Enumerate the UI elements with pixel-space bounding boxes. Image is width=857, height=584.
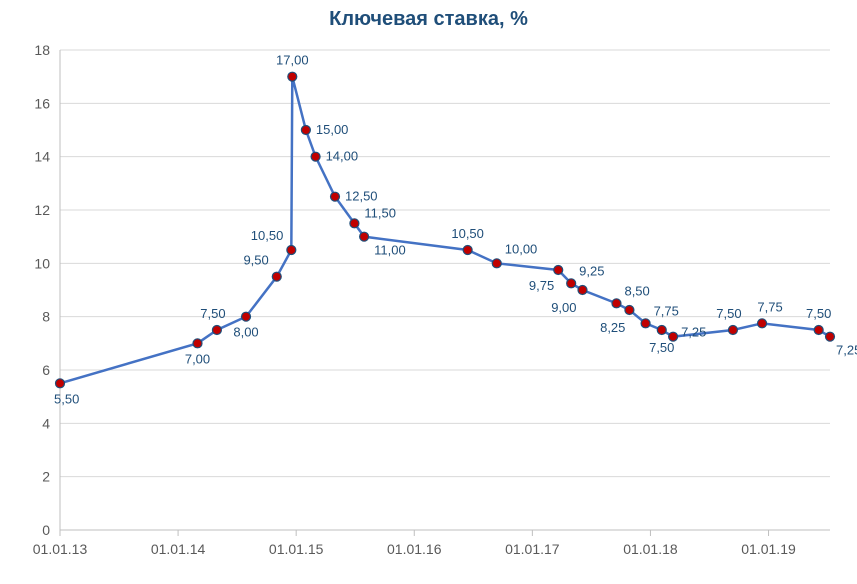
data-label: 7,50: [200, 306, 225, 321]
data-marker: [301, 126, 310, 135]
y-tick-label: 2: [42, 469, 50, 485]
data-marker: [288, 72, 297, 81]
data-label: 11,50: [364, 205, 396, 220]
x-tick-label: 01.01.17: [505, 541, 560, 557]
data-label: 7,25: [836, 343, 857, 358]
data-label: 8,50: [624, 283, 649, 298]
line-series: [60, 77, 830, 384]
data-label: 11,00: [374, 243, 406, 258]
data-marker: [56, 379, 65, 388]
data-label: 5,50: [54, 391, 79, 406]
data-label: 10,00: [505, 241, 538, 256]
data-marker: [641, 319, 650, 328]
data-marker: [758, 319, 767, 328]
data-marker: [331, 192, 340, 201]
y-tick-label: 0: [42, 522, 50, 538]
data-label: 9,50: [243, 253, 268, 268]
data-marker: [814, 326, 823, 335]
data-label: 8,25: [600, 320, 625, 335]
data-label: 7,25: [681, 325, 706, 340]
data-marker: [728, 326, 737, 335]
data-label: 17,00: [276, 53, 309, 68]
data-marker: [612, 299, 621, 308]
data-marker: [212, 326, 221, 335]
x-tick-label: 01.01.13: [33, 541, 88, 557]
data-label: 7,00: [185, 351, 210, 366]
y-tick-label: 16: [34, 95, 50, 111]
data-label: 9,00: [551, 300, 576, 315]
data-label: 7,50: [649, 340, 674, 355]
data-label: 7,50: [806, 306, 831, 321]
data-marker: [463, 246, 472, 255]
data-marker: [826, 332, 835, 341]
x-tick-label: 01.01.19: [741, 541, 796, 557]
data-marker: [350, 219, 359, 228]
data-label: 10,50: [251, 228, 284, 243]
data-marker: [311, 152, 320, 161]
x-tick-label: 01.01.16: [387, 541, 442, 557]
y-tick-label: 14: [34, 149, 50, 165]
data-marker: [492, 259, 501, 268]
data-marker: [242, 312, 251, 321]
data-marker: [567, 279, 576, 288]
data-label: 7,75: [757, 299, 782, 314]
data-marker: [669, 332, 678, 341]
chart-container: Ключевая ставка, % 02468101214161801.01.…: [0, 0, 857, 584]
data-marker: [360, 232, 369, 241]
data-label: 15,00: [316, 122, 349, 137]
data-marker: [272, 272, 281, 281]
y-tick-label: 10: [34, 255, 50, 271]
data-marker: [625, 306, 634, 315]
data-label: 9,75: [529, 278, 554, 293]
chart-svg: 0 2 4 6 8 10 12 14 16 18 01.01.13 01.01.14 01.01.15 0…: [0, 0, 857, 584]
data-label: 7,50: [716, 306, 741, 321]
y-tick-label: 18: [34, 42, 50, 58]
data-label: 12,50: [345, 189, 378, 204]
y-tick-label: 8: [42, 309, 50, 325]
data-label: 14,00: [326, 149, 359, 164]
y-tick-label: 6: [42, 362, 50, 378]
data-label: 7,75: [654, 303, 679, 318]
data-label: 9,25: [579, 263, 604, 278]
x-tick-label: 01.01.14: [151, 541, 206, 557]
data-marker: [287, 246, 296, 255]
data-label: 8,00: [233, 325, 258, 340]
data-marker: [554, 266, 563, 275]
x-tick-label: 01.01.18: [623, 541, 678, 557]
y-tick-label: 4: [42, 415, 50, 431]
x-tick-label: 01.01.15: [269, 541, 324, 557]
data-label: 10,50: [451, 226, 484, 241]
data-marker: [578, 286, 587, 295]
data-marker: [657, 326, 666, 335]
data-marker: [193, 339, 202, 348]
y-tick-label: 12: [34, 202, 50, 218]
